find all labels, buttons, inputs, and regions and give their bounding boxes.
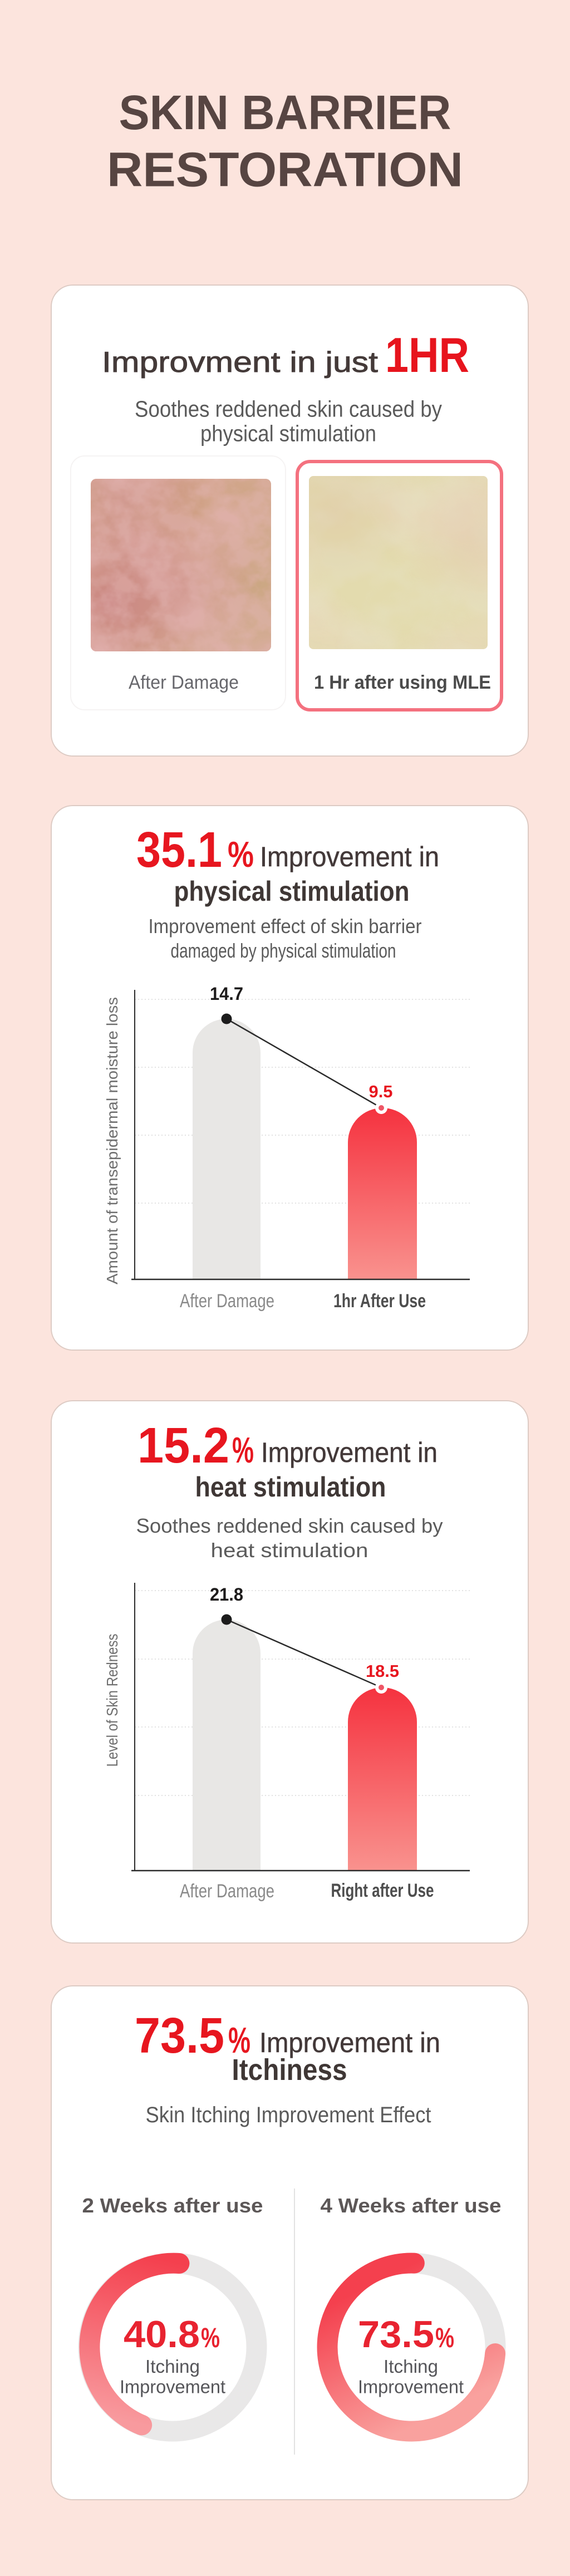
svg-text:Improvment in just: Improvment in just bbox=[102, 346, 379, 379]
svg-text:4 Weeks after use: 4 Weeks after use bbox=[321, 2194, 502, 2217]
svg-text:18.5: 18.5 bbox=[366, 1661, 399, 1681]
svg-text:Level of Skin Redness: Level of Skin Redness bbox=[104, 1634, 121, 1767]
svg-text:1hr After Use: 1hr After Use bbox=[333, 1291, 426, 1312]
svg-text:RESTORATION: RESTORATION bbox=[107, 143, 463, 197]
svg-text:9.5: 9.5 bbox=[369, 1082, 393, 1101]
svg-text:Improvement: Improvement bbox=[358, 2377, 464, 2397]
svg-text:Amount of transepidermal moist: Amount of transepidermal moisture loss bbox=[104, 997, 121, 1284]
svg-text:Itching: Itching bbox=[384, 2356, 438, 2377]
svg-text:40.8: 40.8 bbox=[124, 2313, 200, 2356]
svg-text:Soothes reddened skin caused b: Soothes reddened skin caused by bbox=[136, 1514, 443, 1537]
svg-text:%: % bbox=[232, 1430, 254, 1470]
svg-text:SKIN BARRIER: SKIN BARRIER bbox=[119, 86, 451, 140]
svg-text:Improvement: Improvement bbox=[120, 2377, 225, 2397]
svg-text:1 Hr after using MLE: 1 Hr after using MLE bbox=[314, 672, 491, 693]
svg-text:%: % bbox=[201, 2322, 220, 2353]
svg-text:physical stimulation: physical stimulation bbox=[200, 421, 376, 446]
svg-text:%: % bbox=[228, 2020, 250, 2060]
svg-text:Itchiness: Itchiness bbox=[232, 2053, 347, 2087]
svg-text:35.1: 35.1 bbox=[136, 822, 222, 878]
svg-text:21.8: 21.8 bbox=[210, 1584, 243, 1605]
svg-text:%: % bbox=[228, 834, 254, 875]
svg-text:Improvement effect of skin bar: Improvement effect of skin barrier bbox=[149, 915, 422, 938]
svg-text:14.7: 14.7 bbox=[210, 984, 243, 1004]
svg-text:Improvement in: Improvement in bbox=[259, 2027, 440, 2058]
svg-text:73.5: 73.5 bbox=[358, 2313, 434, 2356]
svg-text:2 Weeks after use: 2 Weeks after use bbox=[82, 2194, 263, 2217]
svg-text:Itching: Itching bbox=[145, 2356, 200, 2377]
svg-text:physical stimulation: physical stimulation bbox=[174, 876, 410, 907]
svg-text:After Damage: After Damage bbox=[129, 672, 239, 693]
svg-text:Skin Itching Improvement Effec: Skin Itching Improvement Effect bbox=[146, 2103, 431, 2127]
svg-text:After Damage: After Damage bbox=[180, 1881, 274, 1902]
svg-text:1HR: 1HR bbox=[385, 327, 469, 382]
svg-text:15.2: 15.2 bbox=[137, 1418, 229, 1474]
svg-text:Right after Use: Right after Use bbox=[331, 1880, 434, 1901]
svg-text:Soothes reddened skin caused b: Soothes reddened skin caused by bbox=[135, 396, 442, 422]
svg-text:Improvement in: Improvement in bbox=[260, 841, 439, 872]
svg-text:%: % bbox=[435, 2322, 454, 2353]
svg-text:73.5: 73.5 bbox=[135, 2008, 224, 2064]
svg-text:heat stimulation: heat stimulation bbox=[195, 1471, 386, 1503]
svg-text:heat stimulation: heat stimulation bbox=[211, 1539, 368, 1562]
svg-text:After Damage: After Damage bbox=[180, 1291, 274, 1312]
svg-text:Improvement in: Improvement in bbox=[261, 1437, 438, 1468]
svg-text:damaged by physical stimulatio: damaged by physical stimulation bbox=[171, 939, 396, 962]
